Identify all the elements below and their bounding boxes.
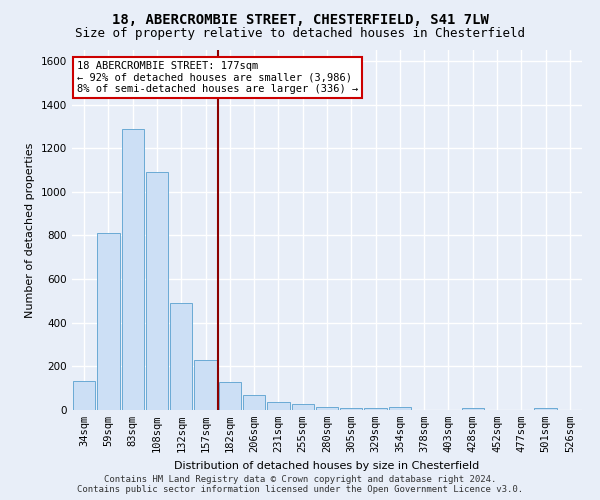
Text: Contains public sector information licensed under the Open Government Licence v3: Contains public sector information licen… — [77, 485, 523, 494]
Bar — [194, 360, 217, 410]
Bar — [146, 172, 168, 410]
Text: Contains HM Land Registry data © Crown copyright and database right 2024.: Contains HM Land Registry data © Crown c… — [104, 475, 496, 484]
Bar — [122, 128, 144, 410]
Bar — [316, 407, 338, 410]
Bar — [243, 395, 265, 410]
X-axis label: Distribution of detached houses by size in Chesterfield: Distribution of detached houses by size … — [175, 460, 479, 470]
Bar — [292, 404, 314, 410]
Bar — [73, 380, 95, 410]
Text: Size of property relative to detached houses in Chesterfield: Size of property relative to detached ho… — [75, 28, 525, 40]
Text: 18, ABERCROMBIE STREET, CHESTERFIELD, S41 7LW: 18, ABERCROMBIE STREET, CHESTERFIELD, S4… — [112, 12, 488, 26]
Bar — [267, 402, 290, 410]
Text: 18 ABERCROMBIE STREET: 177sqm
← 92% of detached houses are smaller (3,986)
8% of: 18 ABERCROMBIE STREET: 177sqm ← 92% of d… — [77, 61, 358, 94]
Bar — [389, 407, 411, 410]
Bar — [535, 408, 557, 410]
Bar — [340, 408, 362, 410]
Bar — [364, 408, 387, 410]
Bar — [218, 382, 241, 410]
Bar — [170, 303, 193, 410]
Bar — [97, 234, 119, 410]
Y-axis label: Number of detached properties: Number of detached properties — [25, 142, 35, 318]
Bar — [461, 408, 484, 410]
